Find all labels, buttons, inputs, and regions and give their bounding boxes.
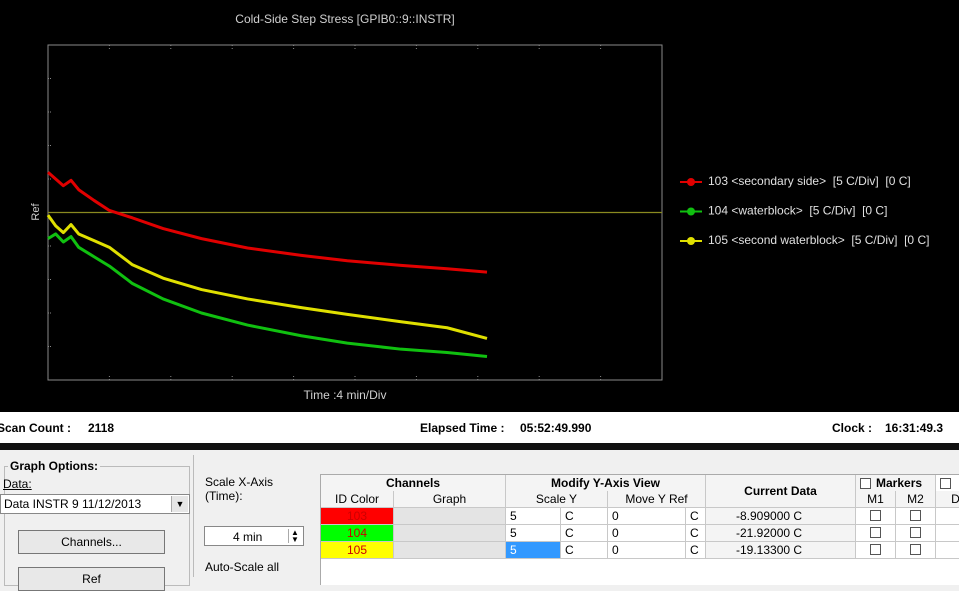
column-header: Scale Y	[506, 491, 608, 508]
legend-label: 105 <second waterblock> [5 C/Div] [0 C]	[708, 233, 929, 247]
current-data: -8.909000 C	[706, 508, 856, 525]
dropdown-arrow: ▼	[171, 496, 188, 512]
scale-value: 5	[506, 508, 561, 525]
data-label: Data:	[3, 477, 32, 491]
column-header: M1	[856, 491, 896, 508]
chart: Cold-Side Step Stress [GPIB0::9::INSTR] …	[0, 0, 959, 412]
auto-scale-label: Auto-Scale all	[205, 560, 280, 574]
separator	[0, 443, 959, 450]
spinner-arrows: ▲ ▼	[288, 529, 301, 544]
data-dropdown[interactable]: Data INSTR 9 11/12/2013 ▼	[0, 494, 190, 514]
ref-value: 0	[608, 542, 686, 559]
spinner-value: 4 min	[233, 530, 263, 544]
ref-value: 0	[608, 508, 686, 525]
m2-cell	[896, 508, 936, 525]
group-header: Modify Y-Axis View	[506, 475, 706, 492]
m2-checkbox[interactable]	[910, 544, 921, 555]
graph-cell	[394, 508, 506, 525]
legend-marker	[687, 207, 695, 216]
legend-label: 104 <waterblock> [5 C/Div] [0 C]	[708, 204, 887, 218]
graph-cell	[394, 525, 506, 542]
ref-value: 0	[608, 525, 686, 542]
elapsed-label: Elapsed Time :	[420, 421, 505, 435]
column-header: ID Color	[321, 491, 394, 508]
extra-checkbox[interactable]	[940, 478, 951, 489]
legend-marker	[687, 237, 695, 245]
scan-count-label: Scan Count :	[0, 421, 71, 435]
group-header: Markers	[856, 475, 936, 492]
ref-unit: C	[686, 542, 706, 559]
group-title: Graph Options:	[8, 459, 100, 473]
series-line	[47, 171, 488, 274]
elapsed-time: 05:52:49.990	[520, 421, 592, 435]
column-header: D	[936, 491, 959, 508]
chart-title: Cold-Side Step Stress [GPIB0::9::INSTR]	[235, 12, 454, 26]
divider	[193, 455, 194, 577]
m1-checkbox[interactable]	[870, 527, 881, 538]
ref-button[interactable]: Ref	[18, 567, 165, 591]
m2-checkbox[interactable]	[910, 510, 921, 521]
dropdown-value: Data INSTR 9 11/12/2013	[4, 497, 142, 511]
m1-cell	[856, 542, 896, 559]
m2-cell	[896, 542, 936, 559]
scale-value: 5	[506, 525, 561, 542]
channels-button[interactable]: Channels...	[18, 530, 165, 554]
m1-checkbox[interactable]	[870, 544, 881, 555]
scale-unit: C	[561, 525, 608, 542]
m1-checkbox[interactable]	[870, 510, 881, 521]
id-color: 104	[321, 525, 394, 542]
x-axis-label: Time :4 min/Div	[304, 388, 387, 402]
d-cell	[936, 525, 959, 542]
ref-unit: C	[686, 525, 706, 542]
legend-marker	[687, 178, 695, 186]
clock-label: Clock :	[832, 421, 873, 435]
d-cell	[936, 508, 959, 525]
group-header: Channels	[321, 475, 506, 492]
legend-label: 103 <secondary side> [5 C/Div] [0 C]	[708, 174, 911, 188]
scale-x-spinner[interactable]: 4 min ▲ ▼	[204, 526, 304, 546]
scan-count: 2118	[88, 421, 115, 435]
scale-value: 5	[506, 542, 561, 559]
channel-table: Channels Modify Y-Axis View Current Data…	[320, 474, 959, 585]
clock: 16:31:49.3	[885, 421, 944, 435]
m1-cell	[856, 508, 896, 525]
y-axis-label: Ref	[30, 203, 42, 221]
scale-unit: C	[561, 508, 608, 525]
scale-x-label: Scale X-Axis (Time):	[205, 475, 274, 503]
current-data: -21.92000 C	[706, 525, 856, 542]
m2-cell	[896, 525, 936, 542]
ref-unit: C	[686, 508, 706, 525]
id-color: 103	[321, 508, 394, 525]
markers-checkbox[interactable]	[860, 478, 871, 489]
column-header: Graph	[394, 491, 506, 508]
current-data: -19.13300 C	[706, 542, 856, 559]
column-header: Move Y Ref	[608, 491, 706, 508]
graph-cell	[394, 542, 506, 559]
series-line	[46, 214, 488, 340]
id-color: 105	[321, 542, 394, 559]
m1-cell	[856, 525, 896, 542]
d-cell	[936, 542, 959, 559]
m2-checkbox[interactable]	[910, 527, 921, 538]
series-line	[47, 232, 488, 359]
status-bar: Scan Count : 2118 Elapsed Time : 05:52:4…	[0, 412, 959, 443]
column-header: M2	[896, 491, 936, 508]
group-header: Current Data	[706, 475, 856, 508]
scale-unit: C	[561, 542, 608, 559]
